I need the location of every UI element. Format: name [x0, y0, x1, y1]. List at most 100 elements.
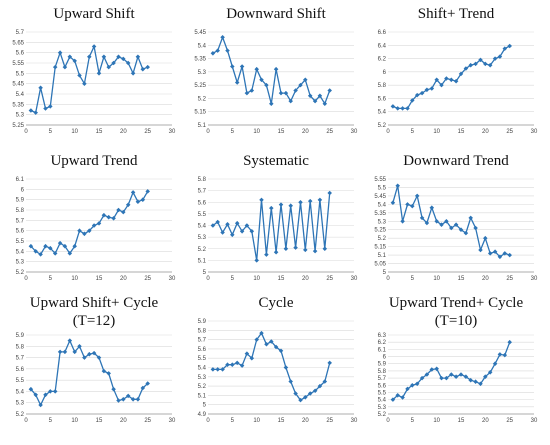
x-tick-label: 25	[326, 276, 333, 282]
series-line	[392, 45, 511, 110]
data-point	[106, 64, 111, 70]
x-tick-label: 25	[506, 129, 513, 135]
data-point	[111, 216, 116, 221]
data-point	[249, 88, 255, 93]
data-point	[234, 80, 240, 85]
y-tick-label: 5.9	[16, 198, 25, 204]
data-point	[52, 251, 58, 256]
data-point	[28, 243, 34, 249]
x-tick-label: 20	[482, 276, 489, 282]
data-point	[239, 64, 245, 69]
chart-panel: Upward Trend 5.2 5.3 5.4 5.5 5.6 5.7 5.8 5.9 6 6.1…	[16, 153, 176, 282]
data-point	[116, 398, 121, 403]
data-point	[239, 363, 245, 368]
x-tick-label: 25	[144, 418, 151, 424]
data-point	[52, 64, 58, 70]
data-point	[278, 348, 284, 354]
data-point	[106, 371, 111, 376]
data-point	[38, 402, 43, 408]
data-point	[244, 90, 250, 96]
y-tick-label: 5.7	[16, 356, 25, 362]
y-tick-label: 5.5	[16, 378, 25, 384]
data-point	[269, 101, 274, 106]
data-point	[135, 199, 141, 204]
x-tick-label: 10	[253, 276, 260, 282]
data-point	[307, 391, 313, 396]
x-tick-label: 5	[231, 276, 235, 282]
data-point	[478, 247, 483, 253]
data-point	[101, 368, 107, 374]
x-tick-label: 15	[278, 129, 285, 135]
x-tick-label: 10	[71, 418, 78, 424]
data-point	[395, 106, 400, 111]
data-point	[400, 395, 405, 400]
x-tick-label: 15	[458, 276, 465, 282]
y-tick-label: 5.3	[16, 401, 25, 407]
data-point	[77, 228, 82, 233]
data-point	[439, 222, 444, 227]
y-tick-label: 5.4	[198, 366, 207, 372]
data-point	[327, 190, 332, 196]
data-point	[410, 383, 415, 388]
data-point	[502, 352, 508, 358]
y-tick-label: 5.6	[16, 367, 25, 373]
y-tick-label: 5.9	[378, 362, 387, 368]
data-point	[101, 212, 107, 218]
chart-title: Upward Shift	[53, 6, 135, 22]
y-tick-label: 5.4	[378, 398, 387, 404]
data-point	[125, 393, 131, 399]
y-tick-label: 5.5	[198, 212, 207, 218]
data-point	[400, 219, 405, 224]
y-tick-label: 5.25	[374, 228, 386, 234]
chart-subtitle: (T=10)	[435, 313, 478, 329]
data-point	[135, 54, 141, 60]
data-point	[429, 205, 435, 210]
y-tick-label: 5.7	[198, 338, 207, 344]
chart-title: Upward Trend+ Cycle	[389, 295, 524, 311]
data-point	[492, 361, 498, 366]
chart-panel: Downward Shift 5.1 5.15 5.2 5.25 5.3 5.35 5.4 5.…	[194, 6, 358, 135]
data-point	[43, 392, 48, 398]
chart-title: Shift+ Trend	[418, 6, 495, 22]
y-tick-label: 5.8	[378, 369, 387, 375]
y-tick-label: 5.8	[16, 344, 25, 350]
chart-title: Downward Trend	[403, 153, 509, 169]
data-point	[106, 214, 111, 220]
y-tick-label: 5.55	[12, 61, 24, 67]
x-tick-label: 30	[531, 276, 538, 282]
x-tick-label: 5	[231, 129, 235, 135]
data-point	[43, 243, 48, 249]
data-point	[38, 85, 43, 91]
data-point	[288, 379, 293, 384]
data-point	[483, 374, 488, 379]
data-point	[130, 397, 136, 402]
data-point	[28, 108, 34, 113]
data-point	[269, 205, 274, 211]
data-point	[67, 338, 73, 343]
data-point	[48, 104, 53, 109]
series-line	[30, 190, 149, 256]
data-point	[317, 197, 323, 203]
x-tick-label: 5	[49, 129, 53, 135]
x-tick-label: 10	[433, 418, 440, 424]
y-tick-label: 5.3	[198, 375, 207, 381]
data-point	[312, 248, 318, 254]
y-tick-label: 5.4	[198, 224, 207, 230]
chart-title: Cycle	[259, 295, 294, 311]
data-point	[96, 71, 102, 76]
x-tick-label: 20	[302, 276, 309, 282]
data-point	[322, 379, 328, 384]
y-tick-label: 5.45	[374, 194, 386, 200]
data-point	[293, 245, 298, 250]
data-point	[303, 395, 308, 400]
data-point	[215, 48, 220, 53]
y-tick-label: 5.2	[198, 247, 207, 253]
y-tick-label: 5.65	[12, 40, 24, 46]
y-tick-label: 5.05	[374, 262, 386, 268]
data-point	[458, 372, 464, 377]
x-tick-label: 15	[96, 276, 103, 282]
x-tick-label: 30	[531, 418, 538, 424]
data-point	[410, 203, 415, 209]
y-tick-label: 5.2	[378, 236, 387, 242]
x-tick-label: 0	[386, 418, 390, 424]
